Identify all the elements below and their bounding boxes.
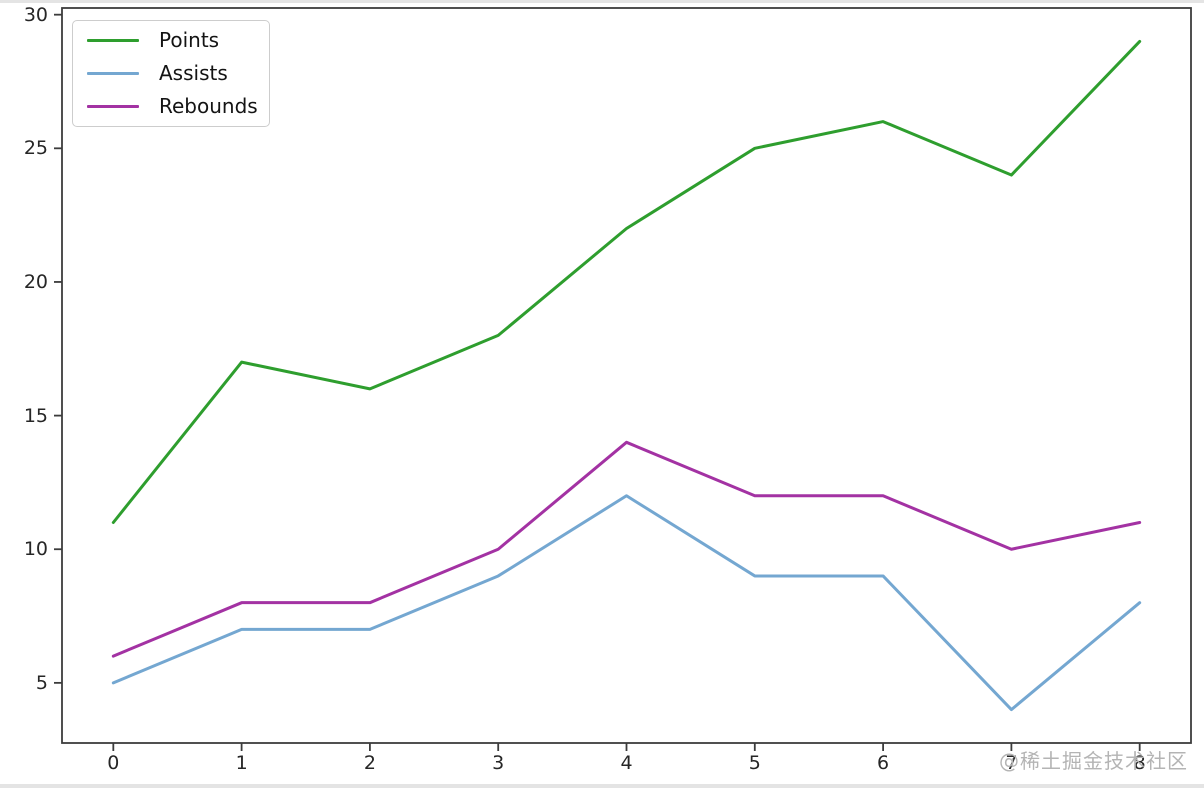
legend-label: Assists [159, 61, 228, 85]
x-tick-label: 2 [363, 752, 376, 774]
line-assists [111, 494, 1142, 712]
legend-label: Points [159, 28, 220, 52]
legend-label: Rebounds [159, 94, 258, 118]
legend: Points Assists Rebounds [72, 20, 270, 127]
legend-line-swatch [87, 104, 139, 109]
legend-line-swatch [87, 71, 139, 76]
x-tick-label: 0 [107, 752, 120, 774]
top-edge-strip [0, 0, 1204, 3]
line-rebounds [111, 440, 1142, 658]
legend-item: Points [73, 29, 269, 52]
x-tick-label: 8 [1133, 752, 1146, 774]
watermark-text: @稀土掘金技术社区 [999, 749, 1188, 773]
x-tick-label: 5 [748, 752, 761, 774]
y-tick-label: 30 [23, 3, 48, 26]
y-tick-label: 5 [35, 671, 48, 694]
x-tick-label: 7 [1005, 752, 1018, 774]
legend-item: Rebounds [73, 95, 269, 118]
y-tick-label: 20 [23, 270, 48, 293]
legend-item: Assists [73, 62, 269, 85]
y-tick-label: 25 [23, 137, 48, 160]
bottom-edge-strip [0, 784, 1204, 788]
y-tick-label: 10 [23, 538, 48, 561]
x-tick-label: 1 [235, 752, 248, 774]
line-points [111, 39, 1142, 524]
legend-line-swatch [87, 38, 139, 43]
x-tick-label: 4 [620, 752, 633, 774]
y-tick-label: 15 [23, 404, 48, 427]
x-tick-label: 3 [492, 752, 505, 774]
x-tick-label: 6 [877, 752, 890, 774]
